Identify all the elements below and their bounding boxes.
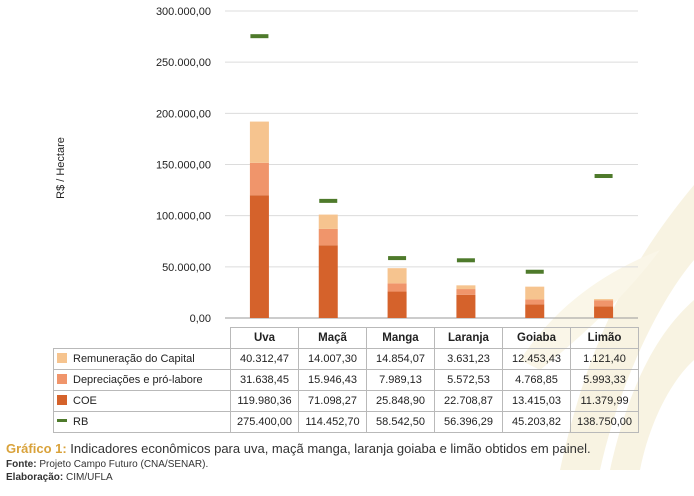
rb-markers <box>250 34 613 274</box>
cell: 11.379,99 <box>570 390 639 412</box>
cell: 3.631,23 <box>434 348 503 370</box>
legend-entry: Depreciações e pró-labore <box>53 369 231 391</box>
figure-caption: Gráfico 1: Indicadores econômicos para u… <box>6 441 692 456</box>
swatch-remuneracao <box>57 353 67 363</box>
table-corner <box>54 328 231 349</box>
cell: 22.708,87 <box>434 390 503 412</box>
bar-segment <box>249 195 269 318</box>
bar-segment <box>387 268 407 284</box>
legend-entry: Remuneração do Capital <box>53 348 231 370</box>
source-note: Fonte: Projeto Campo Futuro (CNA/SENAR). <box>6 459 209 470</box>
col-header: Goiaba <box>502 327 571 349</box>
y-axis-ticks: 0,00 50.000,00 100.000,00 150.000,00 200.000… <box>156 6 211 325</box>
bar-segment <box>525 299 545 305</box>
cell: 58.542,50 <box>366 411 435 433</box>
swatch-depreciacoes <box>57 374 67 384</box>
bar-segment <box>387 283 407 292</box>
cell: 5.993,33 <box>570 369 639 391</box>
bar-segment <box>594 300 614 307</box>
cell: 14.007,30 <box>298 348 367 370</box>
rb-marker <box>388 256 407 261</box>
cell: 71.098,27 <box>298 390 367 412</box>
bar-segment <box>249 162 269 196</box>
bar-segment <box>594 299 614 301</box>
col-header: Limão <box>570 327 639 349</box>
cell: 119.980,36 <box>230 390 299 412</box>
cell: 14.854,07 <box>366 348 435 370</box>
bar-segment <box>456 294 476 318</box>
y-tick-label: 200.000,00 <box>156 108 211 120</box>
y-tick-label: 150.000,00 <box>156 160 211 172</box>
bar-segment <box>456 285 476 290</box>
bar-segment <box>318 214 338 229</box>
y-tick-label: 250.000,00 <box>156 57 211 69</box>
caption-text: Indicadores econômicos para uva, maçã ma… <box>66 441 591 456</box>
y-tick-label: 100.000,00 <box>156 211 211 223</box>
cell: 56.396,29 <box>434 411 503 433</box>
y-tick-label: 0,00 <box>190 313 211 325</box>
cell: 4.768,85 <box>502 369 571 391</box>
rb-marker <box>594 174 613 179</box>
table-row-coe: COE 119.980,36 71.098,27 25.848,90 22.70… <box>53 390 639 412</box>
cell: 12.453,43 <box>502 348 571 370</box>
table-row-rb: RB 275.400,00 114.452,70 58.542,50 56.39… <box>53 411 639 433</box>
bar-segment <box>456 289 476 295</box>
cell: 13.415,03 <box>502 390 571 412</box>
cell: 45.203,82 <box>502 411 571 433</box>
col-header: Laranja <box>434 327 503 349</box>
table-row-remuneracao: Remuneração do Capital 40.312,47 14.007,… <box>53 348 639 370</box>
gridlines <box>225 10 638 319</box>
cell: 31.638,45 <box>230 369 299 391</box>
cell: 5.572,53 <box>434 369 503 391</box>
bar-segment <box>594 306 614 318</box>
chart-area: 0,00 50.000,00 100.000,00 150.000,00 200.000… <box>55 6 638 325</box>
rb-marker <box>319 198 338 203</box>
bar-segment <box>318 228 338 246</box>
cell: 114.452,70 <box>298 411 367 433</box>
rb-marker <box>250 34 269 39</box>
cell: 15.946,43 <box>298 369 367 391</box>
cell: 275.400,00 <box>230 411 299 433</box>
col-header: Maçã <box>298 327 367 349</box>
caption-label: Gráfico 1: <box>6 441 67 456</box>
legend-entry: COE <box>53 390 231 412</box>
elaboration-note: Elaboração: CIM/UFLA <box>6 472 113 483</box>
table-row-depreciacoes: Depreciações e pró-labore 31.638,45 15.9… <box>53 369 639 391</box>
y-tick-label: 50.000,00 <box>162 262 211 274</box>
y-axis-label: R$ / Hectare <box>55 137 67 199</box>
bars <box>249 121 614 318</box>
col-header: Uva <box>230 327 299 349</box>
rb-marker <box>525 269 544 274</box>
cell: 7.989,13 <box>366 369 435 391</box>
rb-marker <box>456 258 475 263</box>
bar-segment <box>318 245 338 318</box>
cell: 138.750,00 <box>570 411 639 433</box>
swatch-coe <box>57 395 67 405</box>
col-header: Manga <box>366 327 435 349</box>
data-table: Uva Maçã Manga Laranja Goiaba Limão Remu… <box>53 327 639 433</box>
bar-segment <box>387 291 407 318</box>
legend-entry: RB <box>53 411 231 433</box>
y-tick-label: 300.000,00 <box>156 6 211 18</box>
cell: 25.848,90 <box>366 390 435 412</box>
bar-segment <box>249 121 269 163</box>
swatch-rb <box>57 419 67 423</box>
cell: 40.312,47 <box>230 348 299 370</box>
table-header-row: Uva Maçã Manga Laranja Goiaba Limão <box>54 327 639 349</box>
bar-segment <box>525 304 545 318</box>
cell: 1.121,40 <box>570 348 639 370</box>
bar-segment <box>525 286 545 300</box>
